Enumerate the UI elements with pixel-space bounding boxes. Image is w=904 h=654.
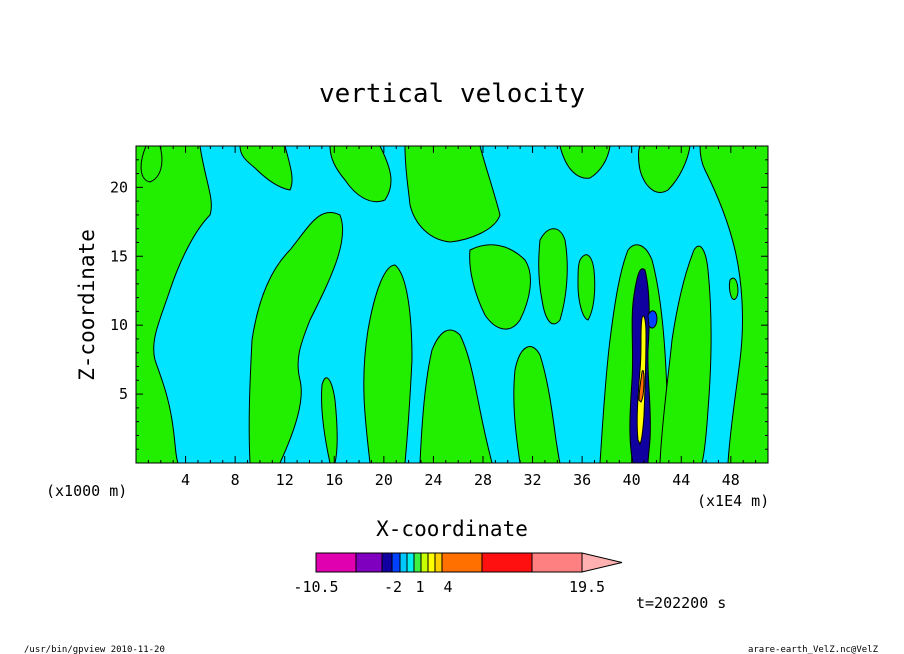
colorbar-label: -10.5 <box>293 578 338 596</box>
colorbar-swatch <box>381 552 393 573</box>
y-tick-label: 5 <box>119 385 128 403</box>
x-axis-label: X-coordinate <box>376 517 528 541</box>
green-region <box>559 146 611 179</box>
plot-frame <box>135 145 769 464</box>
y-axis-label: Z-coordinate <box>75 229 99 381</box>
green-region <box>419 329 493 463</box>
x-tick-label: 44 <box>672 471 690 489</box>
y-axis: 5 10 15 20 <box>110 159 768 450</box>
x-tick-label: 28 <box>474 471 492 489</box>
green-region <box>136 146 212 463</box>
green-region <box>239 146 293 191</box>
x-scale-label: (x1E4 m) <box>697 492 769 510</box>
colorbar-label: -2 <box>384 578 402 596</box>
x-tick-label: 20 <box>375 471 393 489</box>
x-tick-label: 24 <box>424 471 442 489</box>
x-tick-label: 40 <box>623 471 641 489</box>
colorbar-label: 1 <box>415 578 424 596</box>
green-region <box>248 212 344 463</box>
colorbar-swatch <box>531 552 583 573</box>
colorbar-swatch <box>427 552 436 573</box>
y-tick-label: 15 <box>110 247 128 265</box>
colorbar-swatch <box>406 552 415 573</box>
green-region <box>404 146 501 243</box>
colorbar-label: 4 <box>443 578 452 596</box>
x-tick-label: 36 <box>573 471 591 489</box>
colorbar-swatch <box>420 552 429 573</box>
footer-left: /usr/bin/gpview 2010-11-20 <box>24 645 165 654</box>
green-region <box>699 146 768 463</box>
colorbar-swatch <box>355 552 383 573</box>
x-tick-label: 32 <box>524 471 542 489</box>
contour-fields <box>136 146 768 463</box>
colorbar-label: 19.5 <box>569 578 605 596</box>
colorbar <box>315 552 623 573</box>
colorbar-labels: -10.5 -2 1 4 19.5 <box>293 578 605 596</box>
green-region <box>469 244 531 330</box>
green-region <box>577 254 596 321</box>
green-region <box>638 146 691 193</box>
colorbar-arrow <box>581 552 623 573</box>
colorbar-swatch <box>315 552 357 573</box>
x-tick-label: 16 <box>325 471 343 489</box>
green-region <box>329 146 392 203</box>
x-tick-label: 48 <box>722 471 740 489</box>
y-tick-label: 20 <box>110 178 128 196</box>
green-region <box>363 264 413 463</box>
green-region <box>659 245 712 463</box>
updraft-blue <box>647 310 658 329</box>
time-label: t=202200 s <box>636 594 726 612</box>
x-tick-label: 4 <box>181 471 190 489</box>
x-tick-label: 12 <box>276 471 294 489</box>
colorbar-swatch <box>399 552 408 573</box>
colorbar-swatch <box>441 552 483 573</box>
x-axis: 4 8 12 16 20 24 28 32 36 40 44 48 <box>147 146 757 489</box>
plot-area <box>135 145 769 464</box>
green-region <box>728 277 739 300</box>
green-region <box>140 146 163 183</box>
colorbar-swatch <box>413 552 422 573</box>
footer-right: arare-earth_VelZ.nc@VelZ <box>748 645 879 654</box>
colorbar-swatch <box>391 552 401 573</box>
green-region <box>321 377 338 463</box>
x-unit-label: (x1000 m) <box>46 482 127 500</box>
updraft-orange <box>638 369 645 403</box>
colorbar-swatch <box>434 552 443 573</box>
y-tick-label: 10 <box>110 316 128 334</box>
x-tick-label: 8 <box>231 471 240 489</box>
chart-title: vertical velocity <box>319 79 585 109</box>
colorbar-swatch <box>481 552 533 573</box>
green-region <box>513 346 561 463</box>
green-region <box>538 228 568 325</box>
